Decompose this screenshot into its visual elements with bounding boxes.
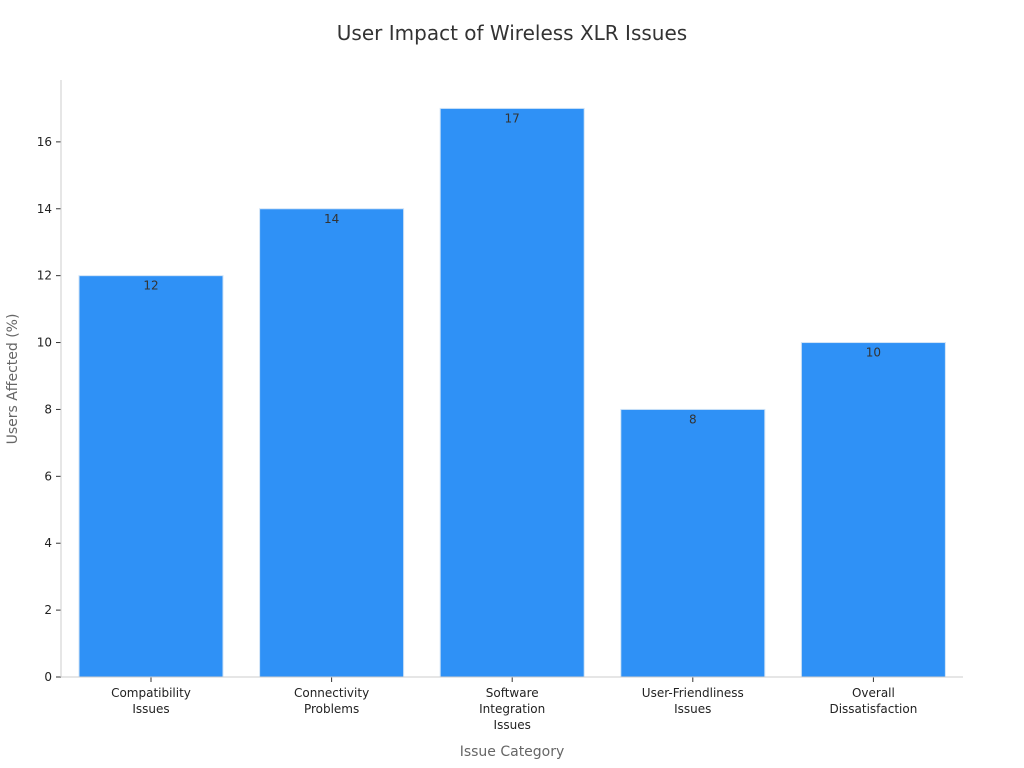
y-tick-label: 6	[44, 469, 52, 483]
x-axis-title: Issue Category	[460, 744, 565, 760]
bar	[259, 208, 405, 678]
x-tick-label: Software Integration Issues	[479, 686, 545, 732]
bar	[620, 408, 766, 678]
bar-value-label: 14	[324, 212, 339, 226]
y-tick-label: 8	[44, 402, 52, 416]
bar	[800, 342, 946, 678]
bar	[78, 275, 224, 678]
y-tick-label: 16	[37, 135, 52, 149]
x-tick-label: User-Friendliness Issues	[642, 686, 744, 716]
bar-value-label: 10	[866, 346, 881, 360]
y-tick-label: 0	[44, 670, 52, 684]
y-tick-label: 4	[44, 536, 52, 550]
bar	[439, 107, 585, 678]
y-axis-ticks: 0 2 4 6 8 10 12 14 16	[37, 135, 61, 684]
bars-group: 12 14 17 8 10	[78, 107, 946, 678]
chart-title: User Impact of Wireless XLR Issues	[337, 21, 687, 45]
x-axis-ticks: Compatibility Issues Connectivity Problems S…	[111, 677, 917, 732]
bar-value-label: 12	[143, 279, 158, 293]
y-axis-title: Users Affected (%)	[5, 314, 21, 445]
y-tick-label: 12	[37, 269, 52, 283]
bar-value-label: 17	[505, 111, 520, 125]
y-tick-label: 10	[37, 336, 52, 350]
bar-value-label: 8	[689, 412, 697, 426]
y-tick-label: 2	[44, 603, 52, 617]
x-tick-label: Connectivity Problems	[294, 686, 369, 716]
x-tick-label: Compatibility Issues	[111, 686, 191, 716]
x-tick-label: Overall Dissatisfaction	[829, 686, 917, 716]
y-tick-label: 14	[37, 202, 52, 216]
